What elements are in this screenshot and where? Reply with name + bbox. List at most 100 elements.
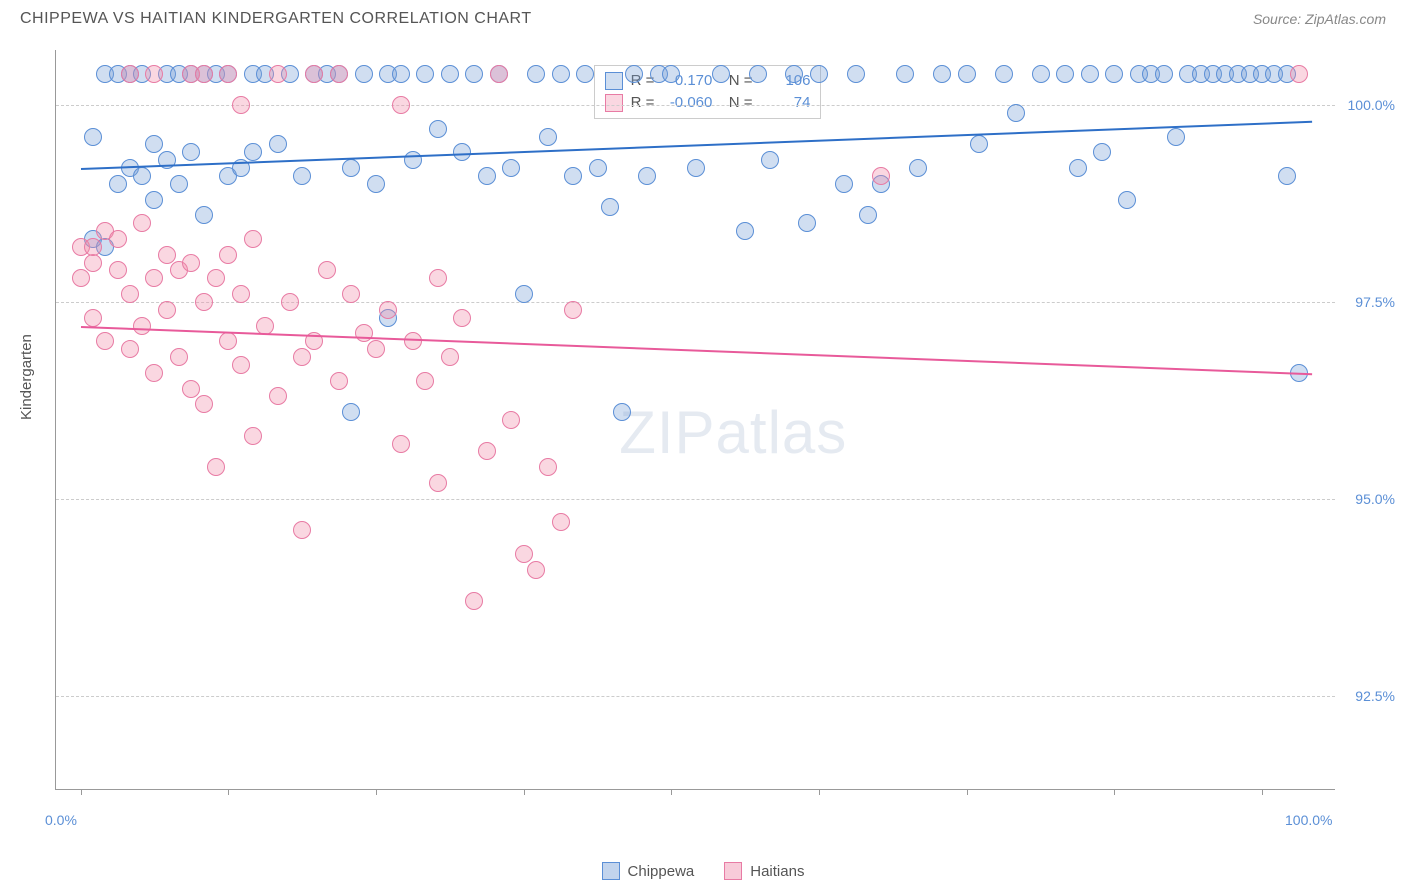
- data-point: [441, 348, 459, 366]
- data-point: [490, 65, 508, 83]
- data-point: [293, 521, 311, 539]
- data-point: [1290, 65, 1308, 83]
- chart-source: Source: ZipAtlas.com: [1253, 11, 1386, 27]
- x-axis-start-label: 0.0%: [45, 812, 77, 828]
- data-point: [933, 65, 951, 83]
- data-point: [244, 143, 262, 161]
- data-point: [478, 442, 496, 460]
- data-point: [109, 230, 127, 248]
- trend-line: [81, 326, 1312, 375]
- legend-item: Chippewa: [602, 862, 695, 880]
- data-point: [1118, 191, 1136, 209]
- data-point: [736, 222, 754, 240]
- data-point: [84, 238, 102, 256]
- gridline: [56, 499, 1335, 500]
- data-point: [330, 372, 348, 390]
- x-tick: [967, 789, 968, 795]
- data-point: [502, 411, 520, 429]
- stats-row: R =-0.060 N =74: [595, 92, 821, 114]
- y-tick-label: 92.5%: [1355, 688, 1395, 704]
- data-point: [810, 65, 828, 83]
- data-point: [404, 332, 422, 350]
- data-point: [269, 65, 287, 83]
- data-point: [392, 435, 410, 453]
- data-point: [687, 159, 705, 177]
- data-point: [195, 206, 213, 224]
- x-tick: [524, 789, 525, 795]
- data-point: [195, 395, 213, 413]
- data-point: [416, 372, 434, 390]
- data-point: [515, 285, 533, 303]
- chart-title: CHIPPEWA VS HAITIAN KINDERGARTEN CORRELA…: [20, 10, 532, 28]
- series-swatch: [605, 72, 623, 90]
- data-point: [145, 269, 163, 287]
- x-tick: [819, 789, 820, 795]
- data-point: [539, 128, 557, 146]
- data-point: [958, 65, 976, 83]
- data-point: [244, 230, 262, 248]
- data-point: [170, 175, 188, 193]
- data-point: [416, 65, 434, 83]
- data-point: [527, 561, 545, 579]
- data-point: [429, 120, 447, 138]
- data-point: [318, 261, 336, 279]
- data-point: [182, 143, 200, 161]
- data-point: [872, 167, 890, 185]
- data-point: [84, 309, 102, 327]
- gridline: [56, 302, 1335, 303]
- data-point: [478, 167, 496, 185]
- data-point: [109, 261, 127, 279]
- data-point: [1056, 65, 1074, 83]
- data-point: [342, 403, 360, 421]
- stats-n-value: 74: [760, 94, 810, 111]
- data-point: [527, 65, 545, 83]
- stats-r-value: -0.060: [662, 94, 712, 111]
- data-point: [232, 96, 250, 114]
- data-point: [145, 135, 163, 153]
- data-point: [145, 191, 163, 209]
- data-point: [441, 65, 459, 83]
- data-point: [305, 65, 323, 83]
- data-point: [133, 317, 151, 335]
- stats-r-label: R =: [631, 94, 655, 111]
- data-point: [625, 65, 643, 83]
- x-tick: [376, 789, 377, 795]
- x-axis-end-label: 100.0%: [1285, 812, 1332, 828]
- scatter-plot-area: ZIPatlas R =0.170 N =106R =-0.060 N =74 …: [55, 50, 1335, 790]
- data-point: [465, 592, 483, 610]
- data-point: [195, 293, 213, 311]
- data-point: [219, 332, 237, 350]
- data-point: [170, 348, 188, 366]
- data-point: [835, 175, 853, 193]
- data-point: [182, 380, 200, 398]
- chart-header: CHIPPEWA VS HAITIAN KINDERGARTEN CORRELA…: [0, 0, 1406, 36]
- data-point: [330, 65, 348, 83]
- data-point: [379, 301, 397, 319]
- data-point: [502, 159, 520, 177]
- y-tick-label: 95.0%: [1355, 491, 1395, 507]
- data-point: [207, 269, 225, 287]
- data-point: [207, 458, 225, 476]
- data-point: [109, 175, 127, 193]
- chart-legend: ChippewaHaitians: [0, 862, 1406, 880]
- y-tick-label: 100.0%: [1348, 97, 1395, 113]
- x-tick: [1114, 789, 1115, 795]
- data-point: [269, 387, 287, 405]
- data-point: [995, 65, 1013, 83]
- data-point: [761, 151, 779, 169]
- data-point: [909, 159, 927, 177]
- data-point: [576, 65, 594, 83]
- data-point: [589, 159, 607, 177]
- x-tick: [1262, 789, 1263, 795]
- data-point: [293, 348, 311, 366]
- data-point: [552, 513, 570, 531]
- data-point: [896, 65, 914, 83]
- data-point: [342, 285, 360, 303]
- y-tick-label: 97.5%: [1355, 294, 1395, 310]
- data-point: [158, 246, 176, 264]
- data-point: [392, 96, 410, 114]
- data-point: [121, 65, 139, 83]
- data-point: [859, 206, 877, 224]
- data-point: [429, 269, 447, 287]
- data-point: [970, 135, 988, 153]
